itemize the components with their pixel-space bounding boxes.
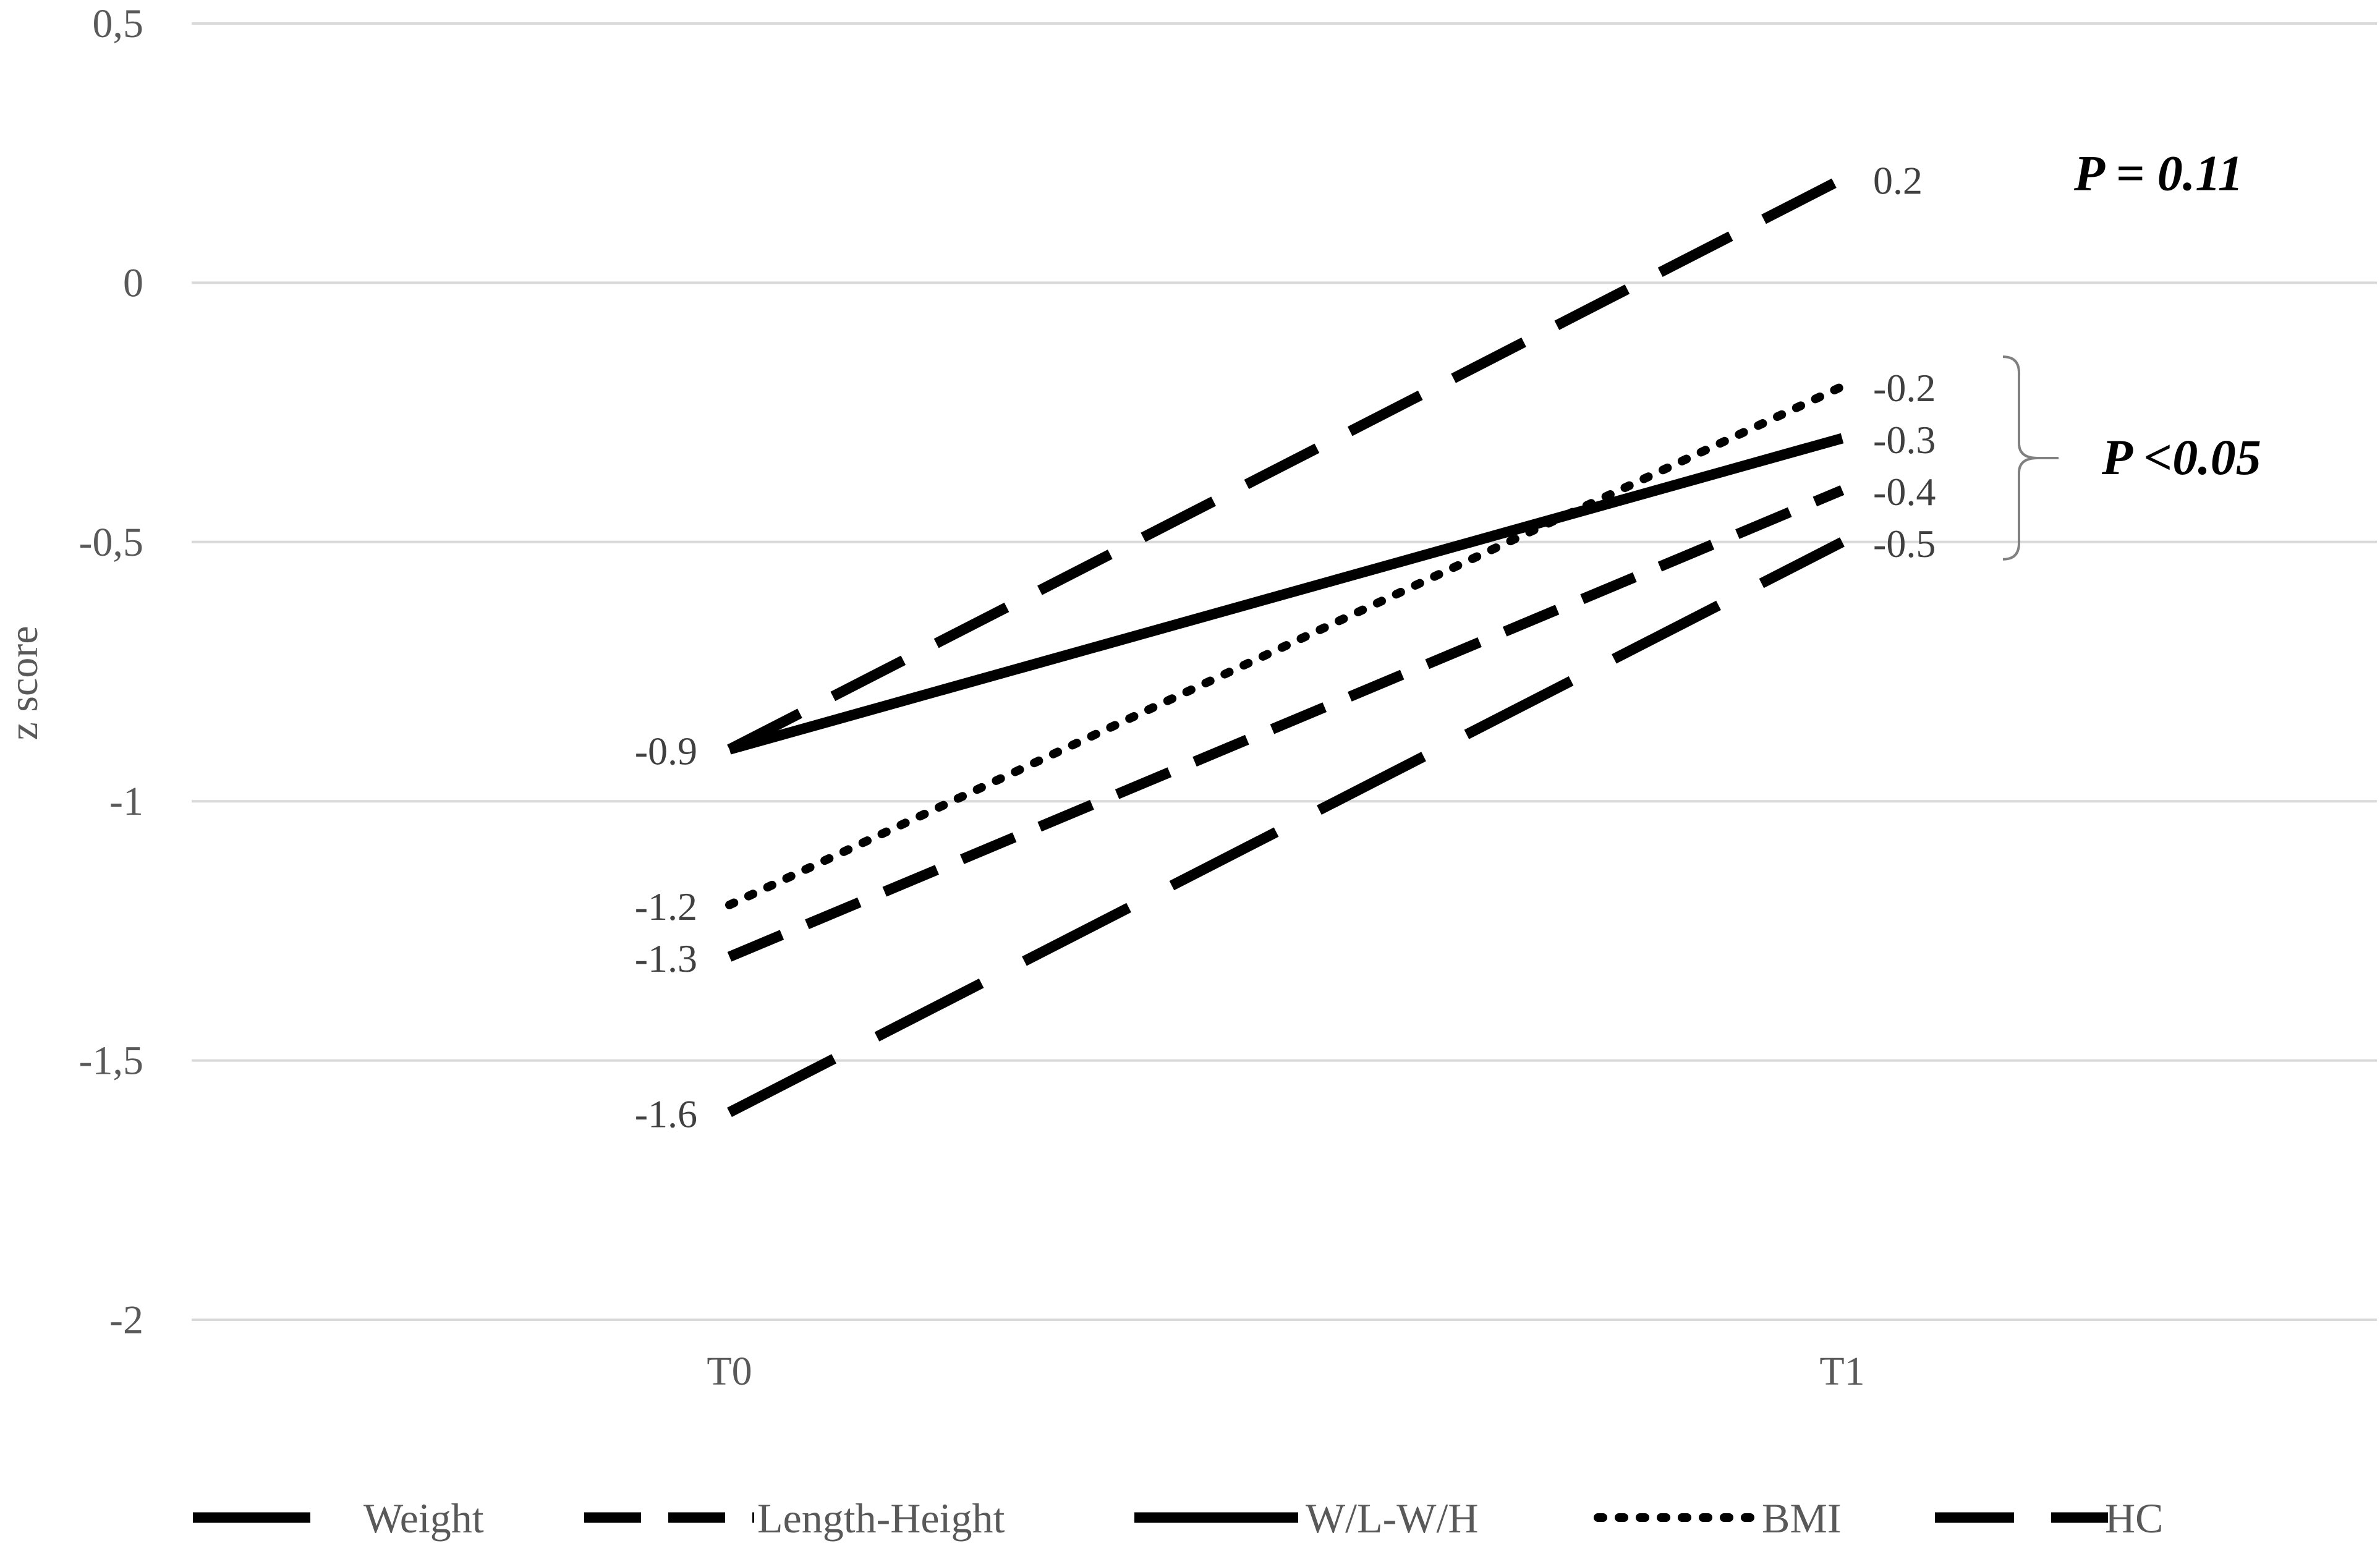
legend-label: Length-Height <box>757 1495 1005 1542</box>
series-line-bmi <box>725 382 1847 909</box>
y-tick-labels: 0,5 0 -0,5 -1 -1,5 -2 <box>79 1 143 1343</box>
legend-label: Weight <box>363 1495 484 1542</box>
y-tick-label: -1,5 <box>79 1038 143 1084</box>
data-labels-t1: 0.2 -0.2 -0.3 -0.4 -0.5 <box>1873 159 1936 566</box>
data-label-t1: -0.4 <box>1873 470 1936 514</box>
y-tick-label: -1 <box>109 779 143 824</box>
data-label-t0: -1.3 <box>635 937 697 980</box>
data-label-t0: -0.9 <box>635 729 697 773</box>
significance-bracket <box>2002 355 2059 561</box>
y-tick-label: 0 <box>123 260 143 305</box>
p-value-annotation-hc: P = 0.11 <box>2073 145 2243 202</box>
x-tick-label: T0 <box>707 1349 752 1394</box>
gridlines <box>192 22 2377 1321</box>
series-line-weight <box>727 537 1845 1118</box>
y-tick-label: -2 <box>109 1298 143 1343</box>
series-line-w-l-w-h <box>728 433 1844 755</box>
y-axis-title: z score <box>1 626 46 740</box>
series-line-hc <box>727 174 1845 754</box>
series-line-length-height <box>727 485 1845 962</box>
x-tick-label: T1 <box>1819 1349 1864 1394</box>
legend-label: BMI <box>1762 1495 1841 1542</box>
data-label-t0: -1.2 <box>635 885 697 928</box>
legend: Weight Length-Height W/L-W/H BMI HC <box>193 1495 2163 1542</box>
series-lines <box>725 174 1847 1118</box>
data-label-t1: -0.5 <box>1873 522 1936 566</box>
data-label-t1: 0.2 <box>1873 159 1923 203</box>
legend-label: HC <box>2105 1495 2163 1542</box>
y-tick-label: -0,5 <box>79 520 143 565</box>
data-labels-t0: -0.9 -1.2 -1.3 -1.6 <box>635 729 697 1136</box>
legend-label: W/L-W/H <box>1306 1495 1478 1542</box>
y-tick-label: 0,5 <box>93 1 144 46</box>
p-value-annotation-group: P <0.05 <box>2101 429 2261 485</box>
data-label-t1: -0.2 <box>1873 366 1936 410</box>
data-label-t0: -1.6 <box>635 1092 697 1136</box>
x-tick-labels: T0 T1 <box>707 1349 1864 1394</box>
data-label-t1: -0.3 <box>1873 418 1936 462</box>
